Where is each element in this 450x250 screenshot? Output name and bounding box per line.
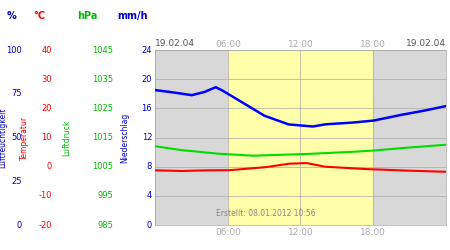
Text: %: % — [6, 11, 16, 21]
Text: Luftdruck: Luftdruck — [62, 119, 71, 156]
Text: Niederschlag: Niederschlag — [121, 112, 130, 163]
Text: 985: 985 — [98, 220, 113, 230]
Text: 0: 0 — [16, 220, 22, 230]
Bar — [228, 50, 373, 225]
Text: 4: 4 — [147, 191, 152, 200]
Text: 100: 100 — [6, 46, 22, 54]
Text: Luftfeuchtigkeit: Luftfeuchtigkeit — [0, 107, 8, 168]
Text: -20: -20 — [38, 220, 52, 230]
Text: 40: 40 — [41, 46, 52, 54]
Text: 0: 0 — [147, 220, 152, 230]
Text: 1035: 1035 — [92, 75, 113, 84]
Text: 8: 8 — [147, 162, 152, 171]
Text: 995: 995 — [98, 191, 113, 200]
Text: 20: 20 — [142, 75, 152, 84]
Text: Erstellt: 08.01.2012 10:56: Erstellt: 08.01.2012 10:56 — [216, 209, 315, 218]
Text: 0: 0 — [46, 162, 52, 171]
Text: 1015: 1015 — [92, 133, 113, 142]
Text: °C: °C — [34, 11, 45, 21]
Text: hPa: hPa — [77, 11, 98, 21]
Text: 30: 30 — [41, 75, 52, 84]
Text: mm/h: mm/h — [117, 11, 148, 21]
Text: 25: 25 — [11, 177, 22, 186]
Text: 24: 24 — [142, 46, 152, 54]
Text: 20: 20 — [41, 104, 52, 113]
Text: 19.02.04: 19.02.04 — [405, 38, 446, 48]
Text: Temperatur: Temperatur — [20, 116, 29, 160]
Text: 1025: 1025 — [92, 104, 113, 113]
Text: 19.02.04: 19.02.04 — [155, 38, 195, 48]
Text: 1045: 1045 — [92, 46, 113, 54]
Text: 75: 75 — [11, 89, 22, 98]
Text: 10: 10 — [41, 133, 52, 142]
Text: 16: 16 — [141, 104, 152, 113]
Text: 50: 50 — [11, 133, 22, 142]
Text: 1005: 1005 — [92, 162, 113, 171]
Text: -10: -10 — [38, 191, 52, 200]
Text: 12: 12 — [142, 133, 152, 142]
